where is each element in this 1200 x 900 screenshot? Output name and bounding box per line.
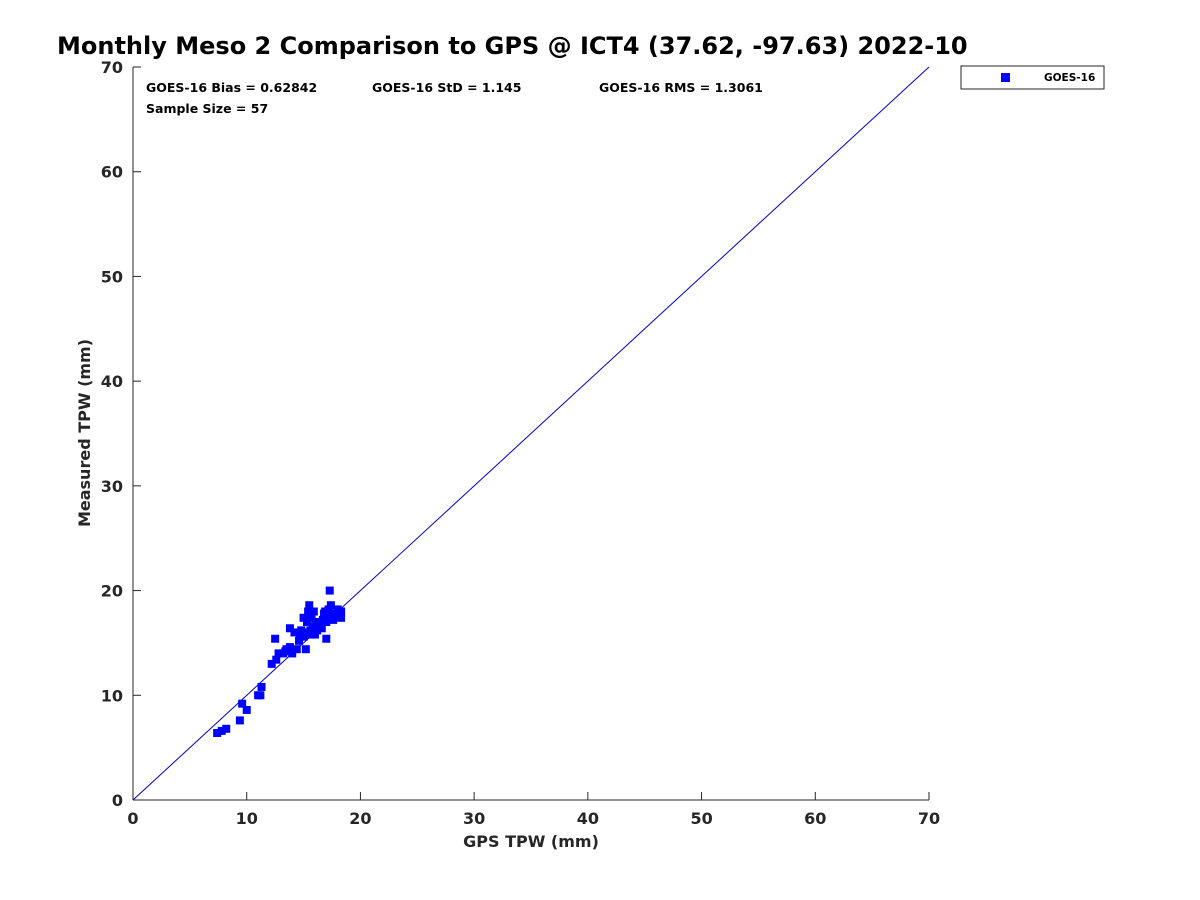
x-axis-label: GPS TPW (mm)	[463, 832, 599, 851]
data-point	[301, 645, 310, 654]
y-tick-label: 10	[101, 686, 123, 705]
data-point	[316, 620, 325, 629]
x-tick-label: 60	[804, 809, 826, 828]
axes	[132, 67, 929, 801]
data-point	[310, 630, 319, 639]
data-point	[272, 655, 281, 664]
x-tick-label: 70	[918, 809, 940, 828]
y-tick-label: 20	[101, 582, 123, 601]
stat-sample-size: Sample Size = 57	[146, 101, 268, 116]
data-point	[329, 615, 338, 624]
x-ticks: 0 10 20 30 40 50 60 70	[127, 792, 940, 828]
x-tick-label: 10	[236, 809, 258, 828]
data-point	[256, 691, 265, 700]
x-tick-label: 40	[577, 809, 599, 828]
data-point	[326, 601, 335, 610]
data-point	[242, 705, 251, 714]
data-point	[295, 636, 304, 645]
data-point	[309, 607, 318, 616]
data-point	[302, 617, 311, 626]
y-tick-label: 0	[112, 791, 123, 810]
data-point	[317, 624, 326, 633]
stat-bias: GOES-16 Bias = 0.62842	[146, 80, 317, 95]
data-point	[306, 630, 315, 639]
data-point	[235, 716, 244, 725]
data-point	[271, 634, 280, 643]
data-point	[322, 634, 331, 643]
data-point	[307, 613, 316, 622]
data-point	[238, 699, 247, 708]
data-point	[312, 617, 321, 626]
y-axis-label: Measured TPW (mm)	[75, 339, 94, 527]
data-point	[308, 622, 317, 631]
data-point	[288, 649, 297, 658]
data-point	[285, 624, 294, 633]
data-points	[213, 586, 346, 737]
plot-area: 0 10 20 30 40 50 60 70 0 10 20 30 40 50 60 70	[101, 58, 940, 828]
data-point	[313, 626, 322, 635]
one-to-one-line	[132, 66, 930, 801]
data-point	[321, 607, 330, 616]
x-tick-label: 20	[349, 809, 371, 828]
data-point	[285, 643, 294, 652]
data-point	[274, 649, 283, 658]
stats-panel: GOES-16 Bias = 0.62842 GOES-16 StD = 1.1…	[146, 80, 763, 116]
data-point	[304, 607, 313, 616]
x-tick-label: 30	[463, 809, 485, 828]
legend: GOES-16	[960, 65, 1105, 90]
legend-marker-square	[1001, 73, 1010, 82]
data-point	[217, 726, 226, 735]
y-tick-label: 70	[101, 58, 123, 77]
data-point	[306, 626, 315, 635]
data-point	[322, 617, 331, 626]
data-point	[296, 632, 305, 641]
data-point	[290, 628, 299, 637]
x-tick-label: 50	[690, 809, 712, 828]
data-point	[257, 682, 266, 691]
data-point	[305, 601, 314, 610]
data-point	[281, 647, 290, 656]
data-point	[299, 613, 308, 622]
data-point	[325, 586, 334, 595]
y-tick-label: 40	[101, 372, 123, 391]
legend-box	[960, 65, 1105, 90]
x-tick-label: 0	[127, 809, 138, 828]
data-point	[337, 613, 346, 622]
legend-label: GOES-16	[1044, 72, 1095, 84]
y-tick-label: 30	[101, 477, 123, 496]
data-point	[222, 724, 231, 733]
data-point	[267, 659, 276, 668]
stat-std: GOES-16 StD = 1.145	[372, 80, 521, 95]
data-point	[292, 645, 301, 654]
y-tick-label: 60	[101, 163, 123, 182]
y-ticks: 0 10 20 30 40 50 60 70	[101, 58, 141, 810]
data-point	[337, 607, 346, 616]
y-tick-label: 50	[101, 267, 123, 286]
data-point	[297, 626, 306, 635]
chart-title: Monthly Meso 2 Comparison to GPS @ ICT4 …	[57, 32, 968, 60]
data-point	[213, 728, 222, 737]
stat-rms: GOES-16 RMS = 1.3061	[599, 80, 763, 95]
data-point	[331, 609, 340, 618]
